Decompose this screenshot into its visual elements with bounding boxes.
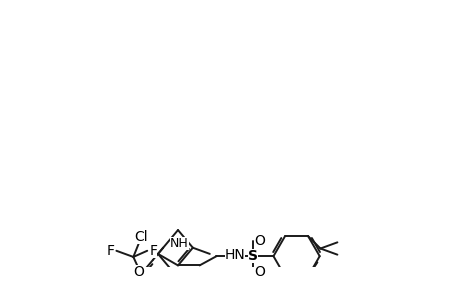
Text: F: F	[149, 244, 157, 258]
Text: O: O	[133, 265, 144, 279]
Text: HN: HN	[224, 248, 245, 262]
Text: F: F	[106, 244, 114, 258]
Text: Cl: Cl	[134, 230, 147, 244]
Text: O: O	[254, 265, 264, 279]
Text: S: S	[248, 249, 258, 263]
Text: O: O	[254, 234, 264, 248]
Text: NH: NH	[170, 237, 189, 250]
